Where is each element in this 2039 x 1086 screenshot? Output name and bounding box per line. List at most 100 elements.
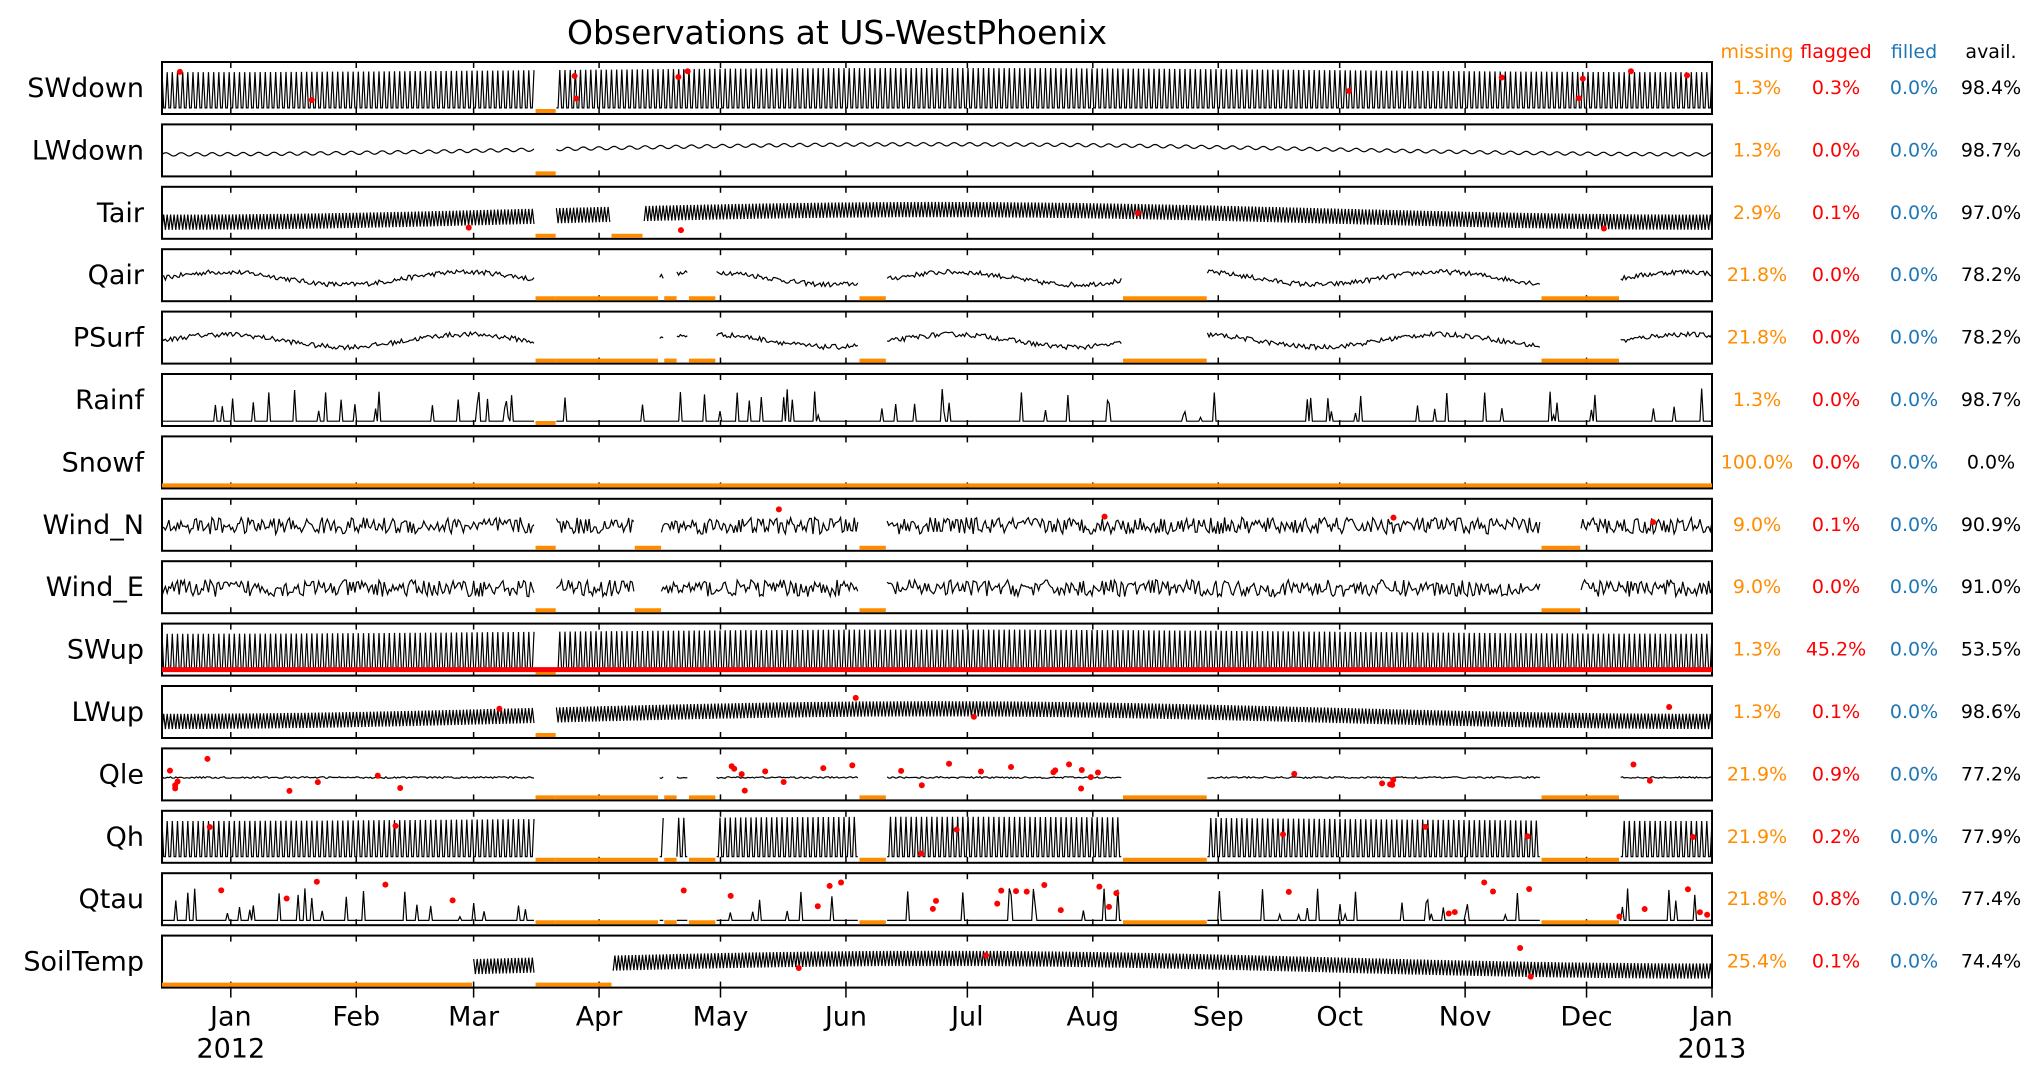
- series-trace: [161, 141, 1713, 157]
- panel-frame: [161, 560, 1713, 615]
- flagged-point: [1641, 906, 1648, 913]
- panel-wind-n: Wind_N 9.0% 0.1% 0.0% 90.9%: [42, 497, 2021, 552]
- series-label: SWup: [67, 635, 144, 666]
- stat-avail: 77.2%: [1961, 763, 2021, 785]
- x-tick-label: Feb: [332, 1002, 380, 1033]
- stat-header-filled: filled: [1891, 41, 1937, 63]
- flagged-point: [1684, 72, 1691, 79]
- flagged-point: [1650, 519, 1657, 526]
- flagged-point: [1616, 913, 1623, 920]
- flagged-point: [1666, 703, 1673, 710]
- flagged-point: [731, 765, 738, 772]
- series-label: PSurf: [73, 323, 146, 354]
- x-tick-label: May: [693, 1002, 749, 1033]
- flagged-point: [1078, 767, 1085, 774]
- flagged-point: [449, 897, 456, 904]
- stat-avail: 97.0%: [1961, 202, 2021, 224]
- x-year-label: 2013: [1678, 1034, 1747, 1065]
- stat-missing: 21.8%: [1727, 888, 1787, 910]
- flagged-point: [780, 779, 787, 786]
- stat-avail: 78.2%: [1961, 327, 2021, 349]
- stat-avail: 0.0%: [1967, 451, 2015, 473]
- series-trace: [161, 701, 1713, 730]
- stat-missing: 2.9%: [1733, 202, 1781, 224]
- flagged-point: [1575, 95, 1582, 102]
- stat-filled: 0.0%: [1890, 701, 1938, 723]
- panel-frame: [161, 310, 1713, 365]
- flagged-point: [1527, 973, 1534, 980]
- stat-missing: 1.3%: [1733, 77, 1781, 99]
- panel-qtau: Qtau 21.8% 0.8% 0.0% 77.4%: [79, 872, 2021, 927]
- flagged-point: [1579, 75, 1586, 82]
- series-trace: [161, 330, 1713, 351]
- stat-missing: 100.0%: [1721, 451, 1793, 473]
- stat-flagged: 0.0%: [1812, 576, 1860, 598]
- flagged-point: [1013, 888, 1020, 895]
- flagged-point: [1630, 761, 1637, 768]
- flagged-point: [1050, 769, 1057, 776]
- flagged-point: [795, 965, 802, 972]
- stat-filled: 0.0%: [1890, 327, 1938, 349]
- flagged-point: [571, 73, 578, 80]
- stat-flagged: 0.0%: [1812, 327, 1860, 349]
- panel-frame: [161, 809, 1713, 864]
- flagged-point: [392, 822, 399, 829]
- x-tick-label: Mar: [448, 1002, 500, 1033]
- flagged-point: [1517, 945, 1524, 952]
- stat-flagged: 0.1%: [1812, 951, 1860, 973]
- flagged-point: [953, 826, 960, 833]
- stat-filled: 0.0%: [1890, 77, 1938, 99]
- stat-missing: 1.3%: [1733, 139, 1781, 161]
- flagged-point: [738, 771, 745, 778]
- flagged-point: [1389, 781, 1396, 788]
- flagged-point: [741, 787, 748, 794]
- stat-flagged: 0.0%: [1812, 139, 1860, 161]
- stat-filled: 0.0%: [1890, 514, 1938, 536]
- stat-missing: 21.9%: [1727, 763, 1787, 785]
- stat-filled: 0.0%: [1890, 389, 1938, 411]
- flagged-point: [1422, 823, 1429, 830]
- x-tick-label: Nov: [1439, 1002, 1492, 1033]
- stat-avail: 98.4%: [1961, 77, 2021, 99]
- stat-avail: 77.9%: [1961, 826, 2021, 848]
- x-tick-label: Jan: [1689, 1002, 1733, 1033]
- flagged-point: [677, 227, 684, 234]
- flagged-point: [1291, 770, 1298, 777]
- flagged-point: [382, 881, 389, 888]
- series-label: Wind_E: [46, 572, 144, 603]
- stat-header-avail: avail.: [1965, 41, 2016, 63]
- series-trace: [162, 388, 1712, 422]
- series-label: LWdown: [32, 135, 144, 166]
- stat-flagged: 0.0%: [1812, 451, 1860, 473]
- stat-flagged: 0.8%: [1812, 888, 1860, 910]
- stat-missing: 9.0%: [1733, 514, 1781, 536]
- flagged-point: [1106, 903, 1113, 910]
- flagged-point: [166, 767, 173, 774]
- flagged-point: [496, 705, 503, 712]
- stat-flagged: 45.2%: [1806, 639, 1866, 661]
- stat-missing: 9.0%: [1733, 576, 1781, 598]
- stat-filled: 0.0%: [1890, 576, 1938, 598]
- flagged-point: [1379, 780, 1386, 787]
- flagged-point: [397, 784, 404, 791]
- panel-snowf: Snowf 100.0% 0.0% 0.0% 0.0%: [62, 435, 2015, 490]
- series-trace: [161, 629, 1713, 671]
- stat-avail: 98.7%: [1961, 139, 2021, 161]
- series-label: Qh: [106, 822, 144, 853]
- flagged-point: [1066, 761, 1073, 768]
- panel-frame: [161, 934, 1713, 989]
- series-label: Qle: [99, 759, 144, 790]
- stat-avail: 74.4%: [1961, 951, 2021, 973]
- flagged-point: [1451, 909, 1458, 916]
- stat-flagged: 0.9%: [1812, 763, 1860, 785]
- flagged-point: [775, 506, 782, 513]
- flagged-point: [929, 905, 936, 912]
- stat-filled: 0.0%: [1890, 888, 1938, 910]
- series-trace: [161, 515, 1713, 537]
- flagged-point: [573, 95, 580, 102]
- flagged-point: [206, 824, 213, 831]
- stat-filled: 0.0%: [1890, 639, 1938, 661]
- flagged-point: [1023, 888, 1030, 895]
- x-tick-label: Jul: [949, 1002, 984, 1033]
- stat-flagged: 0.0%: [1812, 264, 1860, 286]
